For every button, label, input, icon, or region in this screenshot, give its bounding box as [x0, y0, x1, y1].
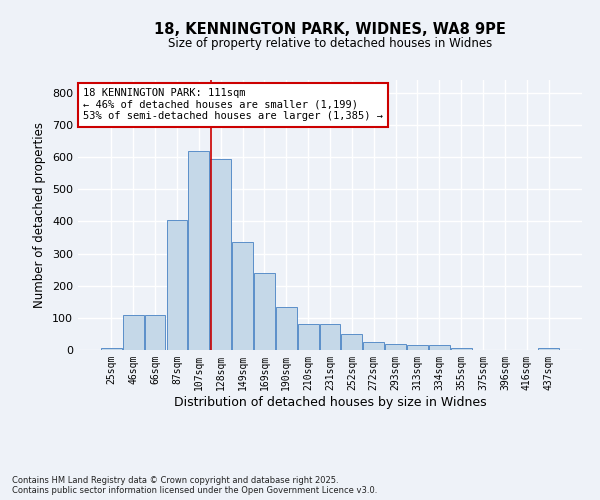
Bar — [210, 159, 231, 350]
Bar — [232, 242, 253, 350]
Bar — [188, 150, 209, 350]
Bar — [123, 314, 143, 350]
Y-axis label: Number of detached properties: Number of detached properties — [34, 122, 46, 308]
Bar — [298, 324, 319, 350]
Bar — [407, 344, 428, 350]
Bar — [167, 220, 187, 350]
Bar — [451, 348, 472, 350]
Bar — [341, 334, 362, 350]
Bar — [538, 348, 559, 350]
Bar — [276, 306, 296, 350]
X-axis label: Distribution of detached houses by size in Widnes: Distribution of detached houses by size … — [173, 396, 487, 408]
Bar — [385, 344, 406, 350]
Text: 18 KENNINGTON PARK: 111sqm
← 46% of detached houses are smaller (1,199)
53% of s: 18 KENNINGTON PARK: 111sqm ← 46% of deta… — [83, 88, 383, 122]
Bar — [429, 344, 450, 350]
Bar — [364, 342, 384, 350]
Bar — [145, 314, 166, 350]
Text: 18, KENNINGTON PARK, WIDNES, WA8 9PE: 18, KENNINGTON PARK, WIDNES, WA8 9PE — [154, 22, 506, 38]
Text: Size of property relative to detached houses in Widnes: Size of property relative to detached ho… — [168, 38, 492, 51]
Bar — [101, 348, 122, 350]
Bar — [254, 273, 275, 350]
Bar — [320, 324, 340, 350]
Text: Contains HM Land Registry data © Crown copyright and database right 2025.
Contai: Contains HM Land Registry data © Crown c… — [12, 476, 377, 495]
